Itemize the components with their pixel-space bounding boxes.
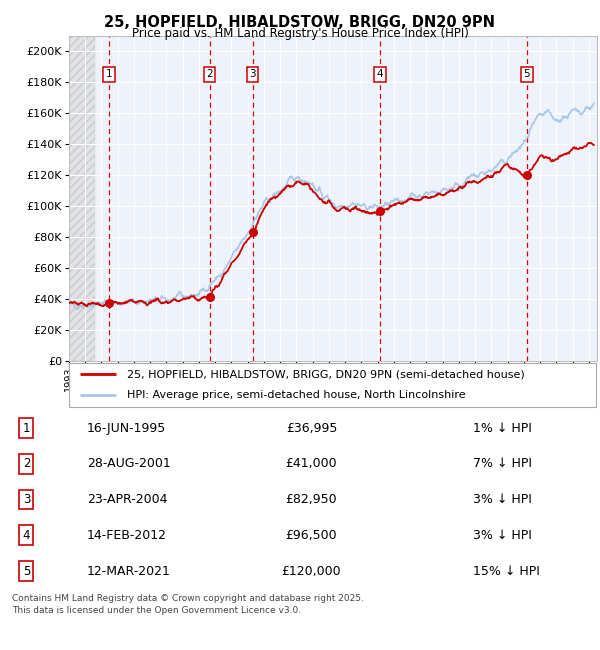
Text: HPI: Average price, semi-detached house, North Lincolnshire: HPI: Average price, semi-detached house,… [127,391,466,400]
Text: 23-APR-2004: 23-APR-2004 [87,493,167,506]
Text: £36,995: £36,995 [286,422,337,434]
Bar [69,36,95,361]
Text: 2: 2 [23,458,30,471]
Text: 25, HOPFIELD, HIBALDSTOW, BRIGG, DN20 9PN: 25, HOPFIELD, HIBALDSTOW, BRIGG, DN20 9P… [104,15,496,30]
Text: 15% ↓ HPI: 15% ↓ HPI [473,564,539,578]
Text: 12-MAR-2021: 12-MAR-2021 [87,564,171,578]
Text: 1: 1 [106,70,112,79]
Text: £120,000: £120,000 [282,564,341,578]
Text: 25, HOPFIELD, HIBALDSTOW, BRIGG, DN20 9PN (semi-detached house): 25, HOPFIELD, HIBALDSTOW, BRIGG, DN20 9P… [127,369,524,379]
Text: £82,950: £82,950 [286,493,337,506]
Text: 4: 4 [376,70,383,79]
Text: 3% ↓ HPI: 3% ↓ HPI [473,493,532,506]
Text: 3: 3 [23,493,30,506]
Text: £41,000: £41,000 [286,458,337,471]
Text: 14-FEB-2012: 14-FEB-2012 [87,529,167,542]
Text: 7% ↓ HPI: 7% ↓ HPI [473,458,532,471]
Text: 5: 5 [524,70,530,79]
Text: Contains HM Land Registry data © Crown copyright and database right 2025.
This d: Contains HM Land Registry data © Crown c… [12,594,364,615]
Text: 1: 1 [23,422,30,434]
Text: Price paid vs. HM Land Registry's House Price Index (HPI): Price paid vs. HM Land Registry's House … [131,27,469,40]
Text: 5: 5 [23,564,30,578]
Text: 2: 2 [206,70,213,79]
Text: 1% ↓ HPI: 1% ↓ HPI [473,422,532,434]
Text: 16-JUN-1995: 16-JUN-1995 [87,422,166,434]
Text: 4: 4 [23,529,30,542]
Text: 3% ↓ HPI: 3% ↓ HPI [473,529,532,542]
Text: 28-AUG-2001: 28-AUG-2001 [87,458,170,471]
FancyBboxPatch shape [69,363,596,407]
Text: £96,500: £96,500 [286,529,337,542]
Text: 3: 3 [249,70,256,79]
